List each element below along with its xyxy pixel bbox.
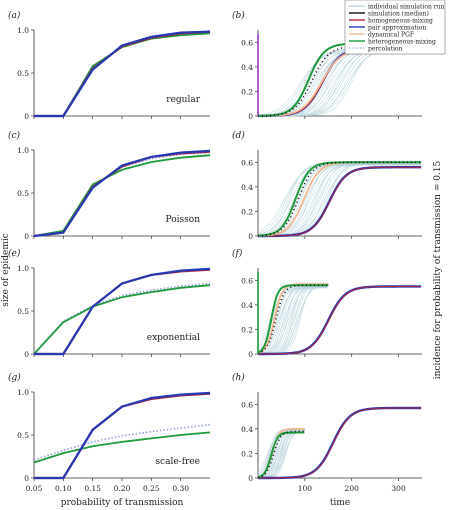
heterogeneous-line — [257, 284, 329, 354]
pair-line — [34, 30, 211, 118]
homogeneous-line — [258, 407, 422, 479]
y-tick-label: 0.6 — [241, 38, 253, 47]
pair-line — [258, 285, 422, 356]
right-y-axis-label: incidence for probability of transmissio… — [433, 160, 443, 379]
legend-label-homogeneous: homogeneous-mixing — [368, 17, 433, 24]
legend-label-heterogeneous: heterogeneous-mixing — [368, 38, 436, 45]
y-tick-label: 0 — [248, 232, 253, 241]
y-tick-label: 0.2 — [241, 207, 253, 216]
individual-run-line — [257, 162, 422, 236]
pair-line — [34, 267, 211, 356]
y-tick-label: 0.5 — [17, 189, 29, 198]
y-tick-label: 0.6 — [241, 158, 253, 167]
individual-run-line — [257, 162, 422, 236]
y-tick-label: 0.4 — [241, 301, 253, 310]
median-line — [258, 161, 422, 237]
network-type-label: exponential — [147, 333, 200, 343]
x-tick-label: 0.10 — [55, 484, 72, 493]
panel-f: (f) 0 0.2 0.4 0.6 — [232, 248, 422, 359]
y-tick-label: 0.2 — [241, 325, 253, 334]
y-tick-label: 0.2 — [241, 87, 253, 96]
y-tick-label: 1.0 — [17, 264, 29, 273]
panels: (a)00.51.0regular(c)00.51.0Poisson(e)00.… — [8, 10, 422, 493]
legend-label-dynamical: dynamical PGF — [368, 31, 414, 38]
x-tick-label: 200 — [345, 484, 360, 493]
right-x-axis-label: time — [330, 498, 350, 508]
y-tick-label: 0 — [24, 474, 29, 483]
individual-run-line — [257, 161, 422, 237]
panel-letter: (d) — [232, 130, 245, 141]
legend-label-pair: pair approximation — [368, 24, 426, 31]
individual-run-line — [257, 50, 422, 116]
network-type-label: scale-free — [155, 457, 200, 467]
panel-h: (h) 0 0.2 0.4 0.6 100 200 300 — [232, 372, 422, 493]
y-tick-label: 0.5 — [17, 307, 29, 316]
x-tick-label: 0.25 — [143, 484, 160, 493]
panel-g: (g) 0 0.5 1.0 0.05 0.10 0.15 0.20 0.25 0.30 scale-… — [8, 372, 211, 493]
pair-line — [34, 391, 211, 480]
homogeneous-line — [258, 166, 422, 237]
panel-c: (c) 0 0.5 1.0 Poisson — [8, 130, 211, 241]
percolation-line — [33, 282, 211, 355]
y-tick-label: 0.5 — [17, 69, 29, 78]
x-tick-label: 0.15 — [84, 484, 101, 493]
panel-letter: (f) — [232, 248, 243, 259]
y-tick-label: 1.0 — [17, 26, 29, 35]
individual-run-line — [257, 160, 422, 237]
left-y-axis-label: size of epidemic — [1, 233, 11, 307]
panel-d: (d) 0 0.2 0.4 0.6 — [232, 130, 422, 241]
y-tick-label: 0 — [24, 232, 29, 241]
y-tick-label: 1.0 — [17, 388, 29, 397]
y-tick-label: 0.5 — [17, 431, 29, 440]
y-tick-label: 0 — [248, 350, 253, 359]
y-tick-label: 1.0 — [17, 146, 29, 155]
y-tick-label: 0.6 — [241, 400, 253, 409]
network-type-label: Poisson — [166, 215, 201, 225]
y-tick-label: 0 — [24, 350, 29, 359]
left-x-axis-label: probability of transmission — [61, 498, 184, 508]
y-tick-label: 0.6 — [241, 276, 253, 285]
heterogeneous-line — [33, 431, 211, 464]
panel-letter: (a) — [8, 10, 21, 21]
heterogeneous-line — [33, 284, 211, 355]
panel-letter: (h) — [232, 372, 245, 383]
percolation-line — [33, 423, 211, 461]
x-tick-label: 0.05 — [26, 484, 43, 493]
heterogeneous-line — [257, 161, 422, 237]
x-tick-label: 0.30 — [172, 484, 189, 493]
legend-label-individual: individual simulation run — [368, 3, 444, 10]
panel-a: (a) 0 0.5 1.0 regular — [8, 10, 211, 121]
panel-e: (e) 0 0.5 1.0 exponential — [8, 248, 211, 359]
y-tick-label: 0 — [248, 474, 253, 483]
y-tick-label: 0.2 — [241, 449, 253, 458]
pair-line — [33, 149, 211, 238]
network-type-label: regular — [166, 95, 200, 105]
x-tick-label: 100 — [298, 484, 313, 493]
y-tick-label: 0.4 — [241, 425, 253, 434]
heterogeneous-line — [257, 431, 305, 479]
y-tick-label: 0.4 — [241, 63, 253, 72]
panel-letter: (g) — [8, 372, 21, 383]
homogeneous-line — [258, 285, 422, 355]
panel-letter: (e) — [8, 248, 21, 259]
y-tick-label: 0.4 — [241, 183, 253, 192]
x-tick-label: 0.20 — [114, 484, 131, 493]
individual-run-line — [257, 164, 422, 236]
y-tick-label: 0 — [248, 112, 253, 121]
panel-letter: (b) — [232, 10, 245, 21]
y-tick-label: 0 — [24, 112, 29, 121]
individual-run-line — [257, 50, 422, 116]
x-tick-label: 300 — [391, 484, 406, 493]
legend-label-median: simulation (median) — [368, 10, 429, 17]
panel-letter: (c) — [8, 130, 21, 141]
legend-label-percolation: percolation — [368, 45, 403, 52]
